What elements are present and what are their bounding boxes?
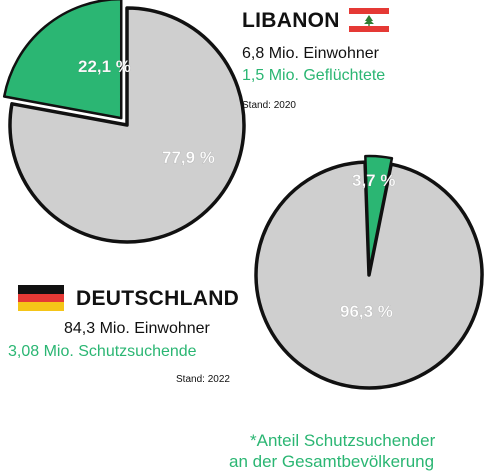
footnote-line-1: *Anteil Schutzsuchender bbox=[250, 431, 436, 450]
germany-refugees: 3,08 Mio. Schutzsuchende bbox=[8, 343, 197, 360]
germany-pie: 3,7 % 96,3 % bbox=[254, 154, 484, 390]
germany-flag-icon bbox=[18, 285, 64, 311]
lebanon-stand: Stand: 2020 bbox=[242, 100, 296, 111]
germany-slice-refugees bbox=[364, 154, 394, 273]
germany-slice-label-population: 96,3 % bbox=[340, 302, 393, 321]
lebanon-refugees: 1,5 Mio. Geflüchtete bbox=[242, 67, 386, 84]
lebanon-slice-refugees bbox=[2, 0, 123, 120]
germany-slice-population bbox=[254, 160, 484, 390]
germany-population: 84,3 Mio. Einwohner bbox=[64, 320, 210, 337]
lebanon-flag-icon bbox=[349, 8, 389, 32]
lebanon-slice-label-population: 77,9 % bbox=[162, 148, 215, 167]
lebanon-slice-population bbox=[8, 6, 246, 244]
germany-country-label: DEUTSCHLAND bbox=[76, 287, 240, 310]
germany-slice-label-refugees: 3,7 % bbox=[352, 171, 395, 190]
germany-stand: Stand: 2022 bbox=[176, 374, 230, 385]
lebanon-country-label: LIBANON bbox=[242, 9, 340, 32]
lebanon-population: 6,8 Mio. Einwohner bbox=[242, 45, 379, 62]
lebanon-pie: 22,1 % 77,9 % bbox=[2, 0, 246, 244]
lebanon-slice-label-refugees: 22,1 % bbox=[78, 57, 131, 76]
footnote-line-2: an der Gesamtbevölkerung bbox=[229, 452, 435, 471]
